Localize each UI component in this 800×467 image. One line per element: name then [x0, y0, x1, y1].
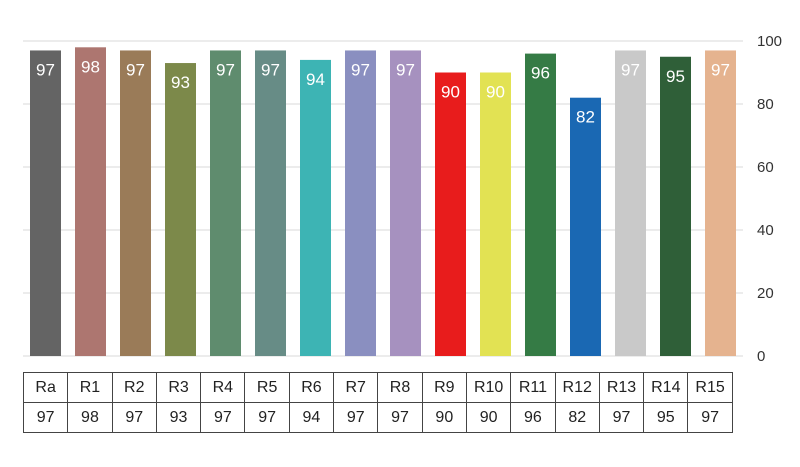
table-cell-category: R10	[465, 372, 512, 403]
bar-r14	[660, 56, 691, 356]
table-cell-category: R1	[67, 372, 113, 403]
bar-value-label: 97	[351, 60, 370, 79]
table-cell-category: R2	[111, 372, 157, 403]
table-cell-value: 97	[333, 402, 379, 433]
table-cell-value: 93	[155, 402, 202, 433]
table-cell-value: 97	[244, 402, 290, 433]
table-cell-category: Ra	[22, 372, 69, 403]
y-tick-label: 20	[757, 285, 774, 302]
bars	[30, 47, 736, 357]
table-cell-category: R9	[421, 372, 467, 403]
bar-r15	[705, 50, 736, 356]
table-cell-category: R12	[554, 372, 600, 403]
table-cell-category: R14	[643, 372, 689, 403]
table-cell-category: R13	[598, 372, 645, 403]
table-cell-value: 95	[643, 402, 689, 433]
table-cell-value: 97	[111, 402, 157, 433]
table-cell-value: 97	[22, 402, 69, 433]
table-cell-category: R8	[377, 372, 423, 403]
bar-r13	[615, 50, 646, 356]
bar-r7	[345, 50, 376, 356]
table-cell-value: 97	[200, 402, 246, 433]
table-cell-value: 90	[465, 402, 512, 433]
table-cell-value: 96	[510, 402, 556, 433]
y-tick-label: 100	[757, 33, 782, 50]
table-cell-value: 94	[288, 402, 335, 433]
table-cell-value: 82	[554, 402, 600, 433]
bar-value-label: 97	[261, 60, 280, 79]
table-cell-value: 97	[687, 402, 733, 433]
bar-chart: 97 98 97 93 97 97 94 97 97 90 90 96 82 97 95 97 0 20 40 60…	[23, 33, 782, 365]
bar-value-label: 90	[441, 83, 460, 102]
bar-value-label: 97	[621, 60, 640, 79]
bar-r3	[165, 63, 196, 357]
table-row-values: 97 98 97 93 97 97 94 97 97 90 90 96 82 97 95 97	[22, 402, 733, 433]
bar-value-label: 94	[306, 70, 325, 89]
bar-r10	[480, 72, 511, 356]
table-cell-value: 97	[377, 402, 423, 433]
table-cell-category: R4	[200, 372, 246, 403]
bar-r5	[255, 50, 286, 356]
bar-r12	[570, 97, 601, 356]
bar-r9	[435, 72, 466, 356]
bar-r8	[390, 50, 421, 356]
bar-value-label: 97	[36, 60, 55, 79]
bar-value-label: 90	[486, 83, 505, 102]
table-cell-category: R5	[244, 372, 290, 403]
y-axis-ticks: 0 20 40 60 80 100	[757, 33, 782, 365]
table-cell-category: R11	[510, 372, 556, 403]
y-tick-label: 40	[757, 222, 774, 239]
bar-r2	[120, 50, 151, 356]
table-cell-category: R7	[333, 372, 379, 403]
bar-r6	[300, 59, 331, 357]
bar-value-label: 98	[81, 57, 100, 76]
table-row-categories: Ra R1 R2 R3 R4 R5 R6 R7 R8 R9 R10 R11 R12 R13 R14 R15	[22, 372, 733, 403]
bar-value-label: 97	[396, 60, 415, 79]
table-cell-category: R3	[155, 372, 202, 403]
bar-r1	[75, 47, 106, 357]
y-tick-label: 60	[757, 159, 774, 176]
table-cell-value: 97	[598, 402, 645, 433]
data-table: Ra R1 R2 R3 R4 R5 R6 R7 R8 R9 R10 R11 R12 R13 R14 R15 9…	[22, 372, 733, 433]
y-tick-label: 80	[757, 96, 774, 113]
y-tick-label: 0	[757, 348, 765, 365]
bar-value-label: 97	[711, 60, 730, 79]
table-cell-category: R6	[288, 372, 335, 403]
bar-value-label: 95	[666, 67, 685, 86]
bar-value-label: 97	[216, 60, 235, 79]
bar-value-label: 96	[531, 64, 550, 83]
table-cell-value: 90	[421, 402, 467, 433]
bar-value-label: 97	[126, 60, 145, 79]
bar-r4	[210, 50, 241, 356]
bar-ra	[30, 50, 61, 356]
table-cell-category: R15	[687, 372, 733, 403]
bar-r11	[525, 53, 556, 356]
table-cell-value: 98	[67, 402, 113, 433]
bar-value-label: 82	[576, 108, 595, 127]
data-labels: 97 98 97 93 97 97 94 97 97 90 90 96 82 97 95 97	[36, 57, 730, 126]
bar-value-label: 93	[171, 73, 190, 92]
